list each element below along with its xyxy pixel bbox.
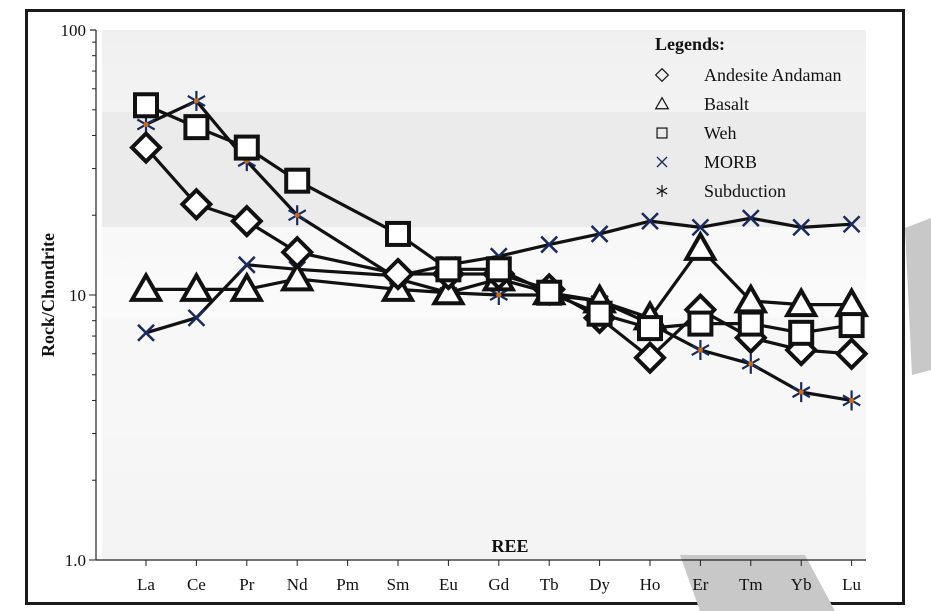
data-point-triangle — [682, 230, 718, 261]
data-point-diamond — [179, 187, 214, 222]
data-point-x — [691, 218, 710, 237]
x-tick-label: Pm — [336, 575, 359, 594]
background-watermark — [680, 218, 931, 611]
x-tick-label: Dy — [589, 575, 610, 594]
legend-marker-asterisk — [656, 185, 668, 197]
watermark-shape — [680, 555, 835, 611]
y-axis-title: Rock/Chondrite — [38, 233, 58, 357]
data-point-asterisk — [741, 353, 761, 374]
legend-entry-label: Subduction — [704, 181, 786, 201]
data-point-diamond — [381, 257, 415, 291]
data-point-square — [737, 310, 764, 337]
legend-marker-diamond — [654, 67, 670, 83]
data-point-square — [284, 167, 311, 194]
data-point-square — [133, 92, 159, 119]
legend-entry-label: Andesite Andaman — [704, 65, 841, 85]
data-point-triangle — [430, 274, 466, 306]
data-point-square — [385, 220, 411, 247]
data-point-x — [792, 218, 811, 237]
watermark-shape — [905, 218, 931, 375]
data-point-triangle — [279, 260, 315, 292]
series-line-subduction — [145, 99, 852, 403]
data-point-square — [586, 300, 613, 327]
series-layer — [128, 90, 870, 411]
x-tick-label: La — [137, 575, 155, 594]
y-tick-label: 1.0 — [65, 551, 86, 570]
x-tick-label: Yb — [791, 575, 812, 594]
data-point-square — [435, 256, 462, 283]
data-point-diamond — [280, 235, 315, 270]
x-tick-label: Gd — [488, 575, 509, 594]
legend-title: Legends: — [655, 34, 725, 54]
data-point-x — [842, 215, 861, 234]
data-point-asterisk — [691, 340, 710, 361]
y-tick-label: 100 — [61, 21, 87, 40]
data-point-asterisk — [842, 390, 861, 411]
data-point-x — [237, 255, 256, 274]
data-point-diamond — [633, 340, 667, 375]
plot-band — [102, 112, 866, 227]
data-point-x — [137, 323, 155, 342]
data-point-square — [183, 114, 210, 141]
data-point-square — [536, 279, 563, 306]
x-tick-label: Ce — [187, 575, 206, 594]
data-point-square — [788, 319, 815, 346]
data-point-asterisk — [187, 90, 206, 111]
data-point-asterisk — [791, 382, 811, 403]
data-point-x — [741, 209, 760, 228]
x-tick-label: Lu — [842, 575, 861, 594]
legend-marker-triangle — [654, 96, 670, 110]
data-point-x — [641, 212, 659, 231]
y-tick-label: 10 — [69, 286, 86, 305]
data-point-x — [187, 308, 206, 327]
data-point-x — [540, 235, 559, 254]
data-point-square — [637, 315, 663, 342]
legend-entry-label: Basalt — [704, 94, 749, 114]
x-axis-title: REE — [491, 536, 528, 556]
data-point-square — [838, 312, 865, 339]
x-tick-label: Er — [692, 575, 708, 594]
x-tick-label: Tm — [739, 575, 763, 594]
data-point-diamond — [229, 204, 264, 238]
data-point-triangle — [128, 271, 164, 302]
x-tick-label: Tb — [540, 575, 559, 594]
data-point-triangle — [178, 271, 214, 302]
data-point-square — [233, 134, 260, 161]
axes: 1.0 10 100 La Ce Pr Nd Pm Sm Eu Gd Tb Dy Ho Er Tm Yb Lu RE… — [38, 21, 866, 594]
data-point-diamond — [834, 336, 869, 371]
legend-marker-square — [656, 127, 668, 139]
x-tick-label: Nd — [287, 575, 308, 594]
data-point-diamond — [129, 130, 163, 165]
data-point-triangle — [783, 286, 819, 318]
x-tick-label: Sm — [387, 575, 410, 594]
data-point-triangle — [229, 271, 265, 302]
x-tick-label: Eu — [439, 575, 458, 594]
legend-marker-x — [656, 156, 668, 168]
legend-entry-label: Weh — [704, 123, 737, 143]
legend-entry-label: MORB — [704, 152, 757, 172]
legend: Legends: Andesite Andaman Basalt Weh MORB Sub… — [654, 34, 841, 201]
data-point-square — [687, 310, 714, 337]
x-tick-label: Ho — [640, 575, 661, 594]
data-point-asterisk — [287, 205, 307, 226]
x-tick-label: Pr — [239, 575, 254, 594]
data-point-square — [485, 256, 512, 283]
series-line-morb — [145, 216, 852, 335]
data-point-x — [590, 225, 609, 243]
